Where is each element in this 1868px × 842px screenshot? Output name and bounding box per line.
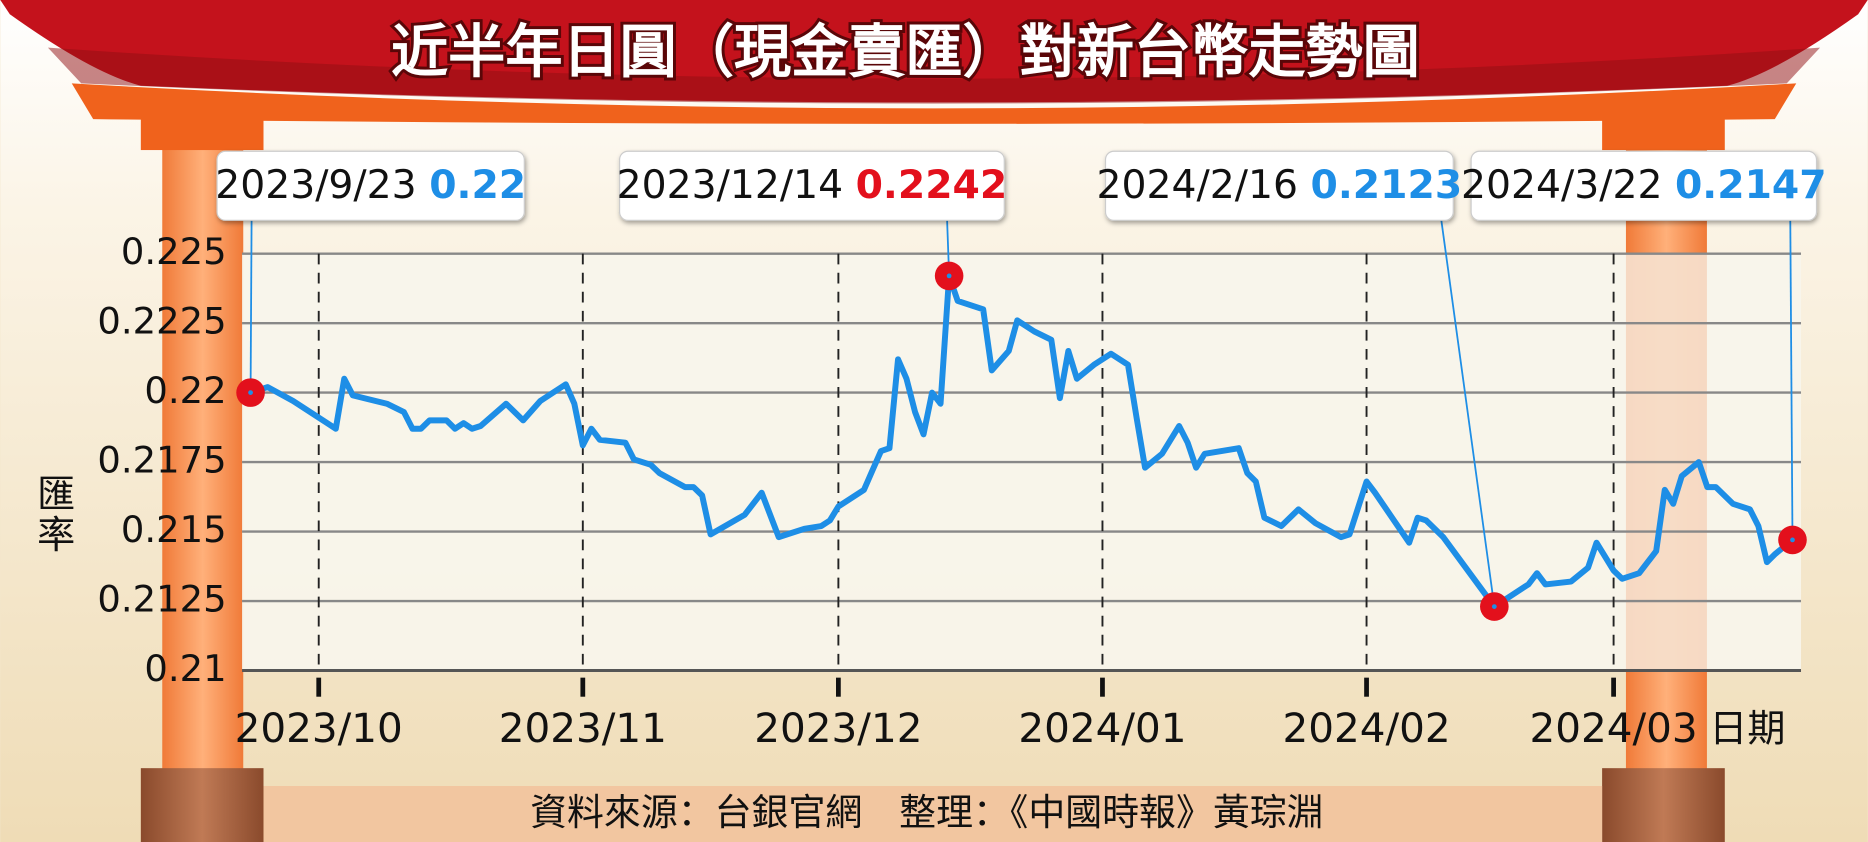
y-tick-label: 0.21 (144, 647, 226, 690)
callout-date: 2024/2/16 (1097, 162, 1299, 207)
chart-title: 近半年日圓（現金賣匯）對新台幣走勢圖 (391, 20, 1420, 86)
callout-value: 0.2147 (1675, 162, 1827, 207)
annotation-point-center (248, 390, 253, 395)
y-tick-label: 0.2125 (97, 578, 226, 621)
annotation-point-center (1491, 604, 1497, 609)
y-tick-label: 0.225 (121, 230, 227, 273)
callout-text: 2023/9/23 0.22 (215, 162, 526, 207)
x-tick-label: 2023/10 (235, 704, 403, 752)
callout-text: 2024/2/16 0.2123 (1097, 162, 1463, 207)
x-axis-label: 日期 (1709, 707, 1785, 751)
callout-value: 0.2242 (856, 162, 1008, 207)
annotation-point-center (1790, 537, 1795, 543)
annotation-point-center (946, 273, 952, 279)
left-base (140, 768, 264, 842)
callout-text: 2024/3/22 0.2147 (1461, 162, 1827, 207)
y-tick-label: 0.2175 (97, 439, 226, 482)
source-bar (263, 786, 1603, 842)
source: 資料來源：台銀官網 整理：《中國時報》黃琮淵 (530, 791, 1323, 834)
y-tick-label: 0.2225 (97, 300, 226, 343)
callout-date: 2024/3/22 (1461, 162, 1663, 207)
callout-date: 2023/9/23 (215, 162, 417, 207)
callout-box (1104, 150, 1454, 221)
callout-box (618, 150, 1005, 221)
callout-text: 2023/12/14 0.2242 (617, 162, 1008, 207)
y-tick-label: 0.22 (144, 369, 226, 412)
leader-line (1440, 220, 1496, 607)
beam-shade (47, 47, 1821, 104)
callout-date: 2023/12/14 (617, 162, 844, 207)
leader-line (249, 220, 253, 393)
x-tick-label: 2023/12 (754, 704, 922, 752)
callout-box (216, 150, 525, 221)
x-tick-label: 2023/11 (499, 704, 667, 752)
x-tick-label: 2024/03 (1530, 704, 1698, 752)
callout-value: 0.2123 (1311, 162, 1463, 207)
leader-line (1789, 220, 1794, 540)
x-tick-label: 2024/02 (1282, 704, 1450, 752)
tie-beam (71, 83, 1797, 124)
y-tick-label: 0.215 (121, 508, 227, 551)
right-base (1602, 768, 1725, 842)
callout-box (1470, 150, 1818, 221)
left-pillar (162, 113, 244, 842)
callout-value: 0.22 (429, 162, 526, 207)
x-tick-label: 2024/01 (1018, 704, 1186, 752)
marks (236, 220, 1807, 621)
y-axis-label: 匯率 (31, 474, 75, 555)
line (247, 272, 1796, 610)
